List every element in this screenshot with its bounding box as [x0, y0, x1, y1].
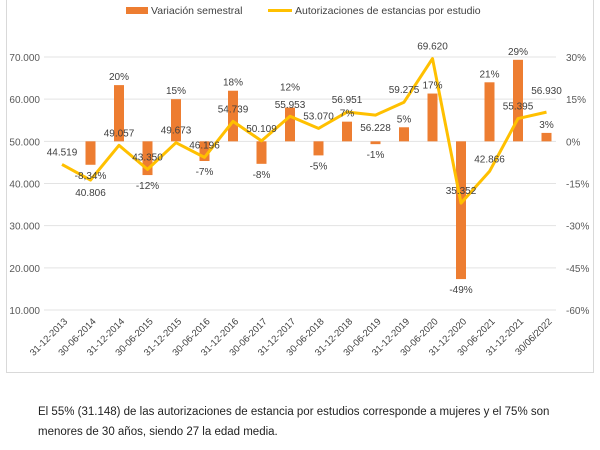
left-tick-label: 50.000 — [9, 137, 40, 148]
bar-data-label: -8,34% — [75, 171, 107, 182]
line-data-label: 53.070 — [303, 111, 334, 122]
line-data-label: 49.673 — [161, 126, 192, 137]
line-data-label: 49.057 — [104, 128, 135, 139]
line-series — [61, 57, 547, 205]
left-tick-label: 10.000 — [9, 306, 40, 317]
bar-data-label: 21% — [479, 69, 499, 80]
line-data-label: 35.352 — [446, 186, 477, 197]
line-data-label: 50.109 — [246, 124, 277, 135]
bar-data-label: 5% — [397, 114, 412, 125]
bar-data-label: 18% — [223, 78, 243, 89]
bar — [484, 82, 495, 142]
line-data-label: 46.196 — [189, 140, 220, 151]
bar — [456, 141, 466, 280]
right-tick-label: -30% — [566, 222, 589, 233]
bar — [285, 107, 295, 142]
bar-data-label: 20% — [109, 72, 129, 83]
legend-bar-label: Variación semestral — [151, 5, 242, 17]
combo-chart: 10.000 20.000 30.000 40.000 50.000 60.000 70.0… — [9, 5, 589, 358]
line-data-label: 55.953 — [275, 100, 306, 111]
left-tick-label: 30.000 — [9, 222, 40, 233]
right-tick-label: -15% — [566, 180, 589, 191]
left-tick-label: 20.000 — [9, 264, 40, 275]
bar-data-label: 17% — [422, 81, 442, 92]
chart-frame — [6, 0, 594, 373]
legend-bar-swatch — [126, 7, 148, 14]
bar — [199, 141, 210, 162]
line-data-label: 59.275 — [389, 85, 420, 96]
bar — [228, 90, 238, 142]
left-tick-label: 60.000 — [9, 95, 40, 106]
line-data-label: 56.228 — [360, 123, 391, 134]
bar-data-label: -8% — [253, 170, 271, 181]
bar — [513, 59, 523, 142]
left-tick-label: 70.000 — [9, 53, 40, 64]
bar-data-label: -49% — [449, 285, 472, 296]
bar — [114, 85, 124, 142]
bar — [256, 141, 267, 164]
bar — [342, 121, 352, 142]
line-data-label: 56.951 — [332, 95, 363, 106]
bar — [171, 99, 181, 142]
bar-data-label: 29% — [508, 47, 528, 58]
legend-line-label: Autorizaciones de estancias por estudio — [295, 5, 481, 17]
bar-data-label: -5% — [310, 161, 328, 172]
line-data-label: 44.519 — [47, 147, 78, 158]
bar-data-label: 15% — [166, 86, 186, 97]
line-data-label: 42.866 — [474, 154, 505, 165]
bar-data-label: 12% — [280, 83, 300, 94]
bar-data-label: 3% — [539, 120, 554, 131]
line-data-label: 40.806 — [75, 188, 106, 199]
bar-data-label: -12% — [136, 181, 159, 192]
bar — [370, 141, 381, 145]
right-tick-label: -45% — [566, 264, 589, 275]
right-tick-label: 15% — [566, 95, 586, 106]
line-data-label: 55.395 — [503, 102, 534, 113]
right-tick-label: 30% — [566, 53, 586, 64]
bar — [142, 141, 153, 176]
bar — [541, 132, 552, 142]
line-data-label: 69.620 — [417, 42, 448, 53]
line-data-label: 43.350 — [132, 152, 163, 163]
bar-data-label: -7% — [196, 167, 214, 178]
bar-data-label: -1% — [367, 150, 385, 161]
bar — [313, 141, 324, 156]
line-data-label: 56.930 — [531, 86, 562, 97]
note-paragraph: El 55% (31.148) de las autorizaciones de… — [38, 406, 550, 438]
right-tick-label: 0% — [566, 137, 581, 148]
line-data-label: 54.739 — [218, 104, 249, 115]
bar — [85, 141, 96, 165]
bar — [427, 93, 438, 142]
right-tick-label: -60% — [566, 306, 589, 317]
left-tick-label: 40.000 — [9, 180, 40, 191]
bar — [399, 127, 409, 142]
bar-data-label: 7% — [340, 109, 355, 120]
